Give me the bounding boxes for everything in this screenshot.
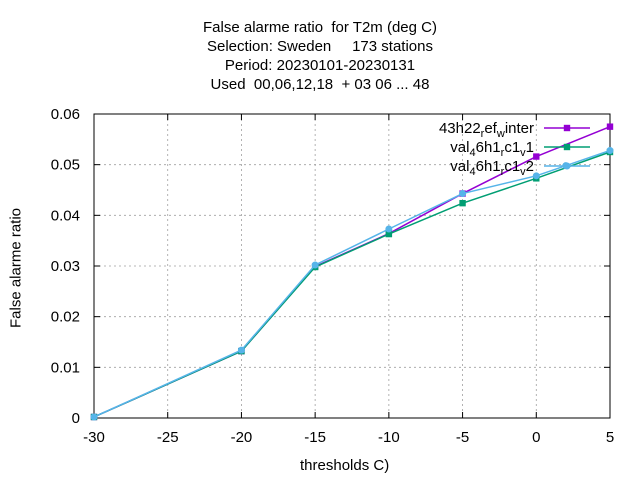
y-tick-label: 0.06 [51, 106, 80, 123]
x-tick-label: -20 [231, 429, 253, 446]
y-tick-label: 0.05 [51, 157, 80, 174]
data-point [532, 172, 540, 180]
legend-swatch-marker [563, 124, 571, 132]
y-tick-label: 0.04 [51, 207, 80, 224]
data-point [385, 225, 393, 233]
title-line-3: Period: 20230101-20230131 [224, 57, 416, 74]
x-tick-label: -25 [157, 429, 179, 446]
data-point [385, 230, 393, 238]
legend-label: val46h1rc1v2 [450, 158, 534, 178]
y-tick-label: 0.01 [51, 359, 80, 376]
y-tick-label: 0.02 [51, 309, 80, 326]
x-tick-label: 5 [606, 429, 614, 446]
legend-label: 43h22refwinter [439, 120, 534, 140]
legend-swatch-marker [563, 162, 571, 170]
data-point [533, 153, 540, 160]
legend-swatch-marker [563, 143, 571, 151]
data-point [90, 413, 98, 421]
legend-label: val46h1rc1v1 [450, 139, 534, 159]
series-line [93, 151, 611, 418]
y-tick-label: 0.03 [51, 258, 80, 275]
y-tick-label: 0 [72, 410, 80, 427]
data-point [459, 190, 467, 198]
data-point [237, 346, 245, 354]
data-point [311, 261, 319, 269]
data-point [606, 123, 614, 130]
data-point [459, 199, 466, 207]
x-tick-label: -15 [304, 429, 326, 446]
data-point [606, 146, 614, 154]
title-line-4: Used 00,06,12,18 + 03 06 ... 48 [210, 76, 430, 93]
x-axis-label: thresholds C) [300, 457, 390, 474]
x-tick-label: -10 [378, 429, 400, 446]
series-line [93, 149, 611, 418]
title-line-1: False alarme ratio for T2m (deg C) [203, 19, 437, 36]
x-tick-label: -30 [83, 429, 105, 446]
x-tick-label: -5 [456, 429, 469, 446]
title-line-2: Selection: Sweden 173 stations [207, 38, 433, 55]
x-tick-label: 0 [532, 429, 540, 446]
